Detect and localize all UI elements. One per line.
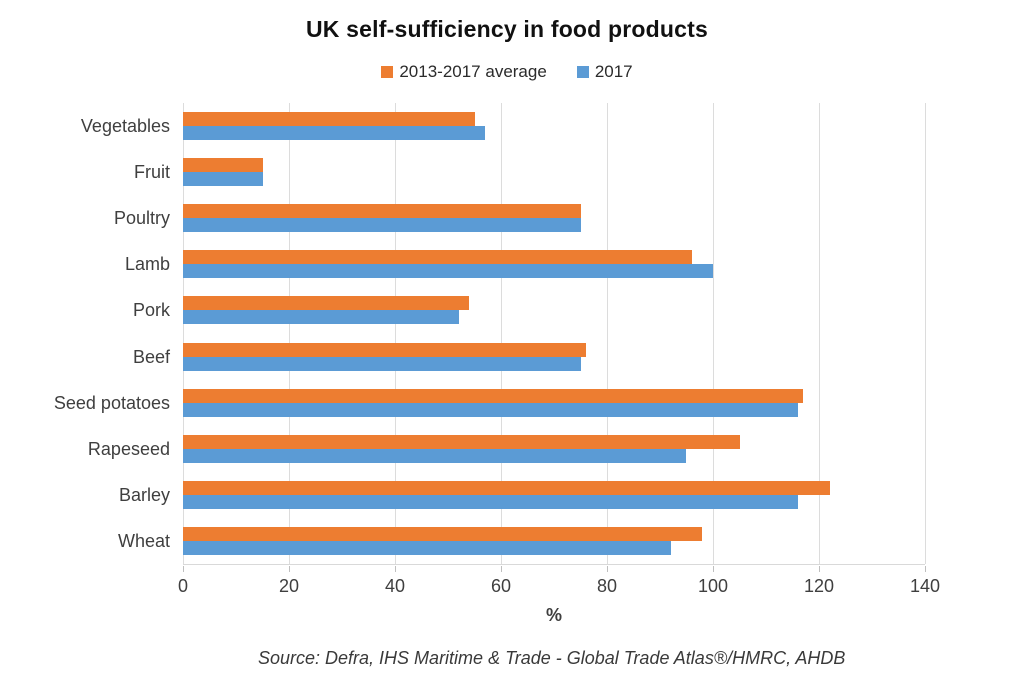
bar-vegetables-2013-2017-average <box>183 112 475 127</box>
x-tick-label-0: 0 <box>177 576 189 596</box>
category-label-seed-potatoes: Seed potatoes <box>53 392 170 413</box>
x-tick-label-120: 120 <box>803 576 835 596</box>
bar-row-pork <box>183 287 925 333</box>
bar-row-barley <box>183 472 925 518</box>
gridline-80 <box>607 103 608 564</box>
x-tick-label-40: 40 <box>384 576 406 596</box>
category-labels: Vegetables Fruit Poultry Lamb Pork Beef Seed p… <box>0 103 172 565</box>
bar-seed-potatoes-2017 <box>183 402 798 417</box>
gridline-60 <box>501 103 502 564</box>
bar-row-beef <box>183 333 925 379</box>
bar-seed-potatoes-2013-2017-average <box>183 388 804 403</box>
bar-row-lamb <box>183 241 925 287</box>
bar-pork-2017 <box>183 310 459 325</box>
legend-swatch <box>576 66 589 78</box>
category-label-vegetables: Vegetables <box>80 115 170 136</box>
x-tick-label-60: 60 <box>490 576 512 596</box>
x-tick-label-20: 20 <box>278 576 300 596</box>
source-note: Source: Defra, IHS Maritime & Trade - Gl… <box>258 648 846 668</box>
category-label-wheat: Wheat <box>117 531 170 552</box>
category-label-poultry: Poultry <box>113 208 170 228</box>
bar-wheat-2017 <box>183 540 671 555</box>
gridline-140 <box>925 103 926 564</box>
bar-barley-2017 <box>183 494 798 509</box>
x-tick-mark-40 <box>395 566 396 572</box>
category-label-rapeseed: Rapeseed <box>87 439 170 460</box>
bar-poultry-2013-2017-average <box>183 204 581 219</box>
legend: 2013-2017 average 2017 <box>0 62 1014 82</box>
x-tick-mark-60 <box>501 566 502 572</box>
x-tick-mark-140 <box>925 566 926 572</box>
bar-lamb-2013-2017-average <box>183 250 692 265</box>
chart-body: Vegetables Fruit Poultry Lamb Pork Beef Seed p… <box>0 103 1014 565</box>
x-tick-label-80: 80 <box>596 576 618 596</box>
category-label-beef: Beef <box>132 346 170 367</box>
bar-row-seed-potatoes <box>183 380 925 426</box>
bar-row-poultry <box>183 195 925 241</box>
x-tick-label-140: 140 <box>909 576 941 596</box>
legend-label: 2017 <box>594 62 633 81</box>
x-tick-mark-20 <box>289 566 290 572</box>
bar-lamb-2017 <box>183 264 713 279</box>
bar-fruit-2013-2017-average <box>183 158 263 173</box>
bar-poultry-2017 <box>183 218 581 233</box>
category-label-fruit: Fruit <box>134 161 170 182</box>
legend-swatch <box>381 66 394 78</box>
legend-item-2017: 2017 <box>576 62 633 82</box>
bar-pork-2013-2017-average <box>183 296 470 311</box>
bar-fruit-2017 <box>183 172 263 187</box>
gridline-100 <box>713 103 714 564</box>
bar-vegetables-2017 <box>183 126 486 141</box>
bar-rapeseed-2013-2017-average <box>183 434 740 449</box>
category-label-barley: Barley <box>118 485 170 506</box>
bar-row-rapeseed <box>183 426 925 472</box>
bar-wheat-2013-2017-average <box>183 526 703 541</box>
x-tick-mark-100 <box>713 566 714 572</box>
category-label-pork: Pork <box>132 300 170 321</box>
x-tick-mark-120 <box>819 566 820 572</box>
x-axis-title: % <box>545 605 562 625</box>
bar-rapeseed-2017 <box>183 448 687 463</box>
category-label-lamb: Lamb <box>124 254 170 275</box>
gridline-120 <box>819 103 820 564</box>
x-tick-label-100: 100 <box>697 576 729 596</box>
gridline-40 <box>395 103 396 564</box>
bar-row-vegetables <box>183 103 925 149</box>
gridline-20 <box>289 103 290 564</box>
x-tick-mark-80 <box>607 566 608 572</box>
chart-title: UK self-sufficiency in food products <box>305 16 709 42</box>
bar-barley-2013-2017-average <box>183 480 830 495</box>
gridline-0 <box>183 103 184 564</box>
bar-row-wheat <box>183 518 925 564</box>
bar-beef-2013-2017-average <box>183 342 586 357</box>
legend-label: 2013-2017 average <box>399 62 547 81</box>
plot-area <box>183 103 926 565</box>
x-axis: 0 20 40 60 80 100 120 140 <box>178 566 940 600</box>
legend-item-2013-2017-average: 2013-2017 average <box>381 62 547 82</box>
bar-beef-2017 <box>183 356 581 371</box>
x-tick-mark-0 <box>183 566 184 572</box>
bar-row-fruit <box>183 149 925 195</box>
